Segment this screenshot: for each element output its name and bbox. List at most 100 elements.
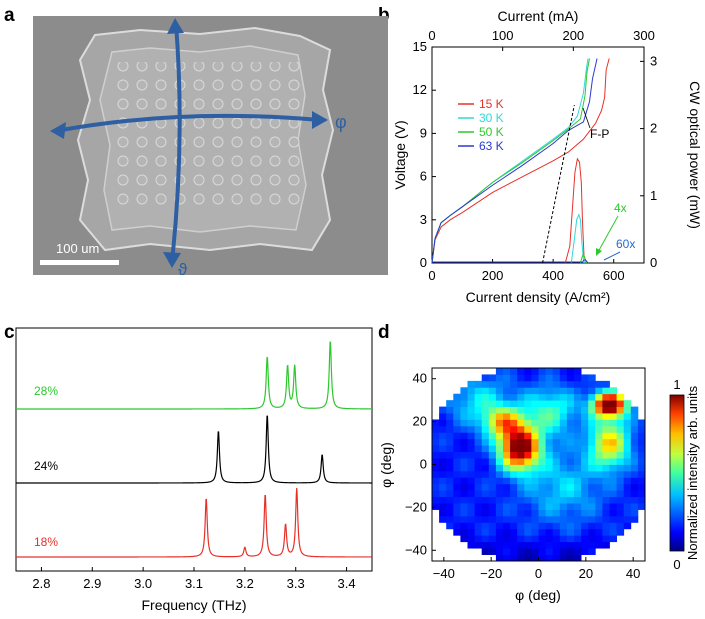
heatmap-cell bbox=[581, 393, 589, 401]
colorbar-title: Normalized intensity arb. units bbox=[685, 385, 700, 560]
heatmap-cell bbox=[460, 393, 468, 401]
heatmap-cell bbox=[439, 419, 447, 427]
colorbar-min-label: 0 bbox=[673, 557, 680, 572]
heatmap-cell bbox=[602, 464, 610, 472]
heatmap-cell bbox=[517, 548, 525, 555]
annotation-60x-arrow bbox=[603, 251, 621, 261]
heatmap-cell bbox=[467, 477, 475, 485]
heatmap-cell bbox=[495, 400, 504, 407]
heatmap-cell bbox=[602, 541, 610, 549]
x-tick-label: 0 bbox=[535, 566, 542, 581]
heatmap-cell bbox=[581, 515, 589, 523]
heatmap-cell bbox=[538, 541, 546, 549]
heatmap-cell bbox=[616, 406, 625, 414]
heatmap-cell bbox=[524, 541, 532, 549]
heatmap-cell bbox=[481, 509, 490, 517]
heatmap-cell bbox=[588, 425, 596, 433]
x-tick-label: −20 bbox=[480, 566, 502, 581]
heatmap-cell bbox=[531, 477, 539, 485]
heatmap-cell bbox=[524, 438, 532, 446]
heatmap-cell bbox=[552, 432, 561, 440]
heatmap-cell bbox=[524, 425, 532, 433]
heatmap-cell bbox=[446, 445, 454, 453]
heatmap-cell bbox=[545, 451, 554, 459]
heatmap-cell bbox=[481, 541, 490, 549]
panel-c-chart: 2.8 2.9 3.0 3.1 3.2 3.3 3.4 Frequency (THz) 28% 2… bbox=[15, 327, 373, 613]
heatmap-cell bbox=[609, 470, 617, 478]
heatmap-cell bbox=[481, 451, 490, 459]
voltage-curve-30k bbox=[431, 58, 589, 264]
heatmap-cell bbox=[637, 477, 645, 485]
heatmap-cell bbox=[616, 522, 625, 530]
heatmap-cell bbox=[566, 548, 575, 555]
spectrum-label: 18% bbox=[34, 535, 58, 549]
heatmap-cell bbox=[531, 496, 539, 504]
heatmap-cell bbox=[517, 374, 525, 382]
spectrum-label: 28% bbox=[34, 384, 58, 398]
heatmap-cell bbox=[467, 387, 475, 395]
heatmap-cell bbox=[531, 451, 539, 459]
heatmap-cell bbox=[630, 490, 639, 498]
heatmap-cell bbox=[581, 419, 589, 427]
heatmap-cell bbox=[545, 503, 554, 510]
spectrum-label: 24% bbox=[34, 459, 58, 473]
heatmap-cell bbox=[524, 515, 532, 523]
heatmap-cell bbox=[460, 432, 468, 440]
heatmap-cell bbox=[595, 541, 603, 549]
heatmap-cell bbox=[517, 477, 525, 485]
heatmap-cell bbox=[467, 451, 475, 459]
heatmap-cell bbox=[588, 400, 596, 407]
heatmap-cell bbox=[630, 503, 639, 510]
heatmap-cell bbox=[510, 413, 518, 420]
heatmap-cell bbox=[524, 503, 532, 510]
heatmap-cell bbox=[637, 419, 645, 427]
heatmap-cell bbox=[453, 458, 461, 465]
heatmap-cell bbox=[453, 503, 461, 510]
panel-d-chart: −40 −20 0 20 40 −40 −20 0 20 40 φ (deg) φ (deg) 1 0 No… bbox=[378, 367, 700, 603]
heatmap-cell bbox=[453, 432, 461, 440]
heatmap-cell bbox=[460, 535, 468, 543]
heatmap-cell bbox=[574, 535, 582, 543]
heatmap-cell bbox=[460, 406, 468, 414]
heatmap-cell bbox=[474, 490, 483, 498]
heatmap-cell bbox=[467, 528, 475, 536]
heatmap-cell bbox=[453, 393, 461, 401]
heatmap-cell bbox=[595, 503, 603, 510]
heatmap-cell bbox=[503, 419, 511, 427]
heatmap-cell bbox=[595, 380, 603, 388]
heatmap-cell bbox=[602, 522, 610, 530]
heatmap-cell bbox=[488, 483, 497, 491]
heatmap-cell bbox=[581, 503, 589, 510]
heatmap-cell bbox=[467, 496, 475, 504]
heatmap-cell bbox=[503, 445, 511, 453]
heatmap-cell bbox=[552, 554, 561, 561]
heatmap-cell bbox=[630, 470, 639, 478]
heatmap-cell bbox=[488, 515, 497, 523]
heatmap-cell bbox=[446, 406, 454, 414]
heatmap-cell bbox=[481, 464, 490, 472]
heatmap-cell bbox=[552, 509, 561, 517]
heatmap-cell bbox=[581, 432, 589, 440]
heatmap-cell bbox=[460, 496, 468, 504]
heatmap-cell bbox=[446, 515, 454, 523]
heatmap-cell bbox=[588, 528, 596, 536]
heatmap-cell bbox=[488, 419, 497, 427]
heatmap-cell bbox=[559, 380, 568, 388]
heatmap-cell bbox=[552, 503, 561, 510]
heatmap-cell bbox=[524, 458, 532, 465]
heatmap-cell bbox=[467, 393, 475, 401]
heatmap-cell bbox=[588, 477, 596, 485]
heatmap-cell bbox=[517, 413, 525, 420]
heatmap-cell bbox=[609, 387, 617, 395]
heatmap-cell bbox=[495, 451, 504, 459]
heatmap-cell bbox=[446, 496, 454, 504]
heatmap-cell bbox=[460, 509, 468, 517]
heatmap-cell bbox=[453, 470, 461, 478]
heatmap-cell bbox=[503, 548, 511, 555]
heatmap-cell bbox=[432, 496, 440, 504]
heatmap-cell bbox=[467, 419, 475, 427]
heatmap-cell bbox=[481, 425, 490, 433]
heatmap-cell bbox=[559, 522, 568, 530]
heatmap-cell bbox=[574, 425, 582, 433]
